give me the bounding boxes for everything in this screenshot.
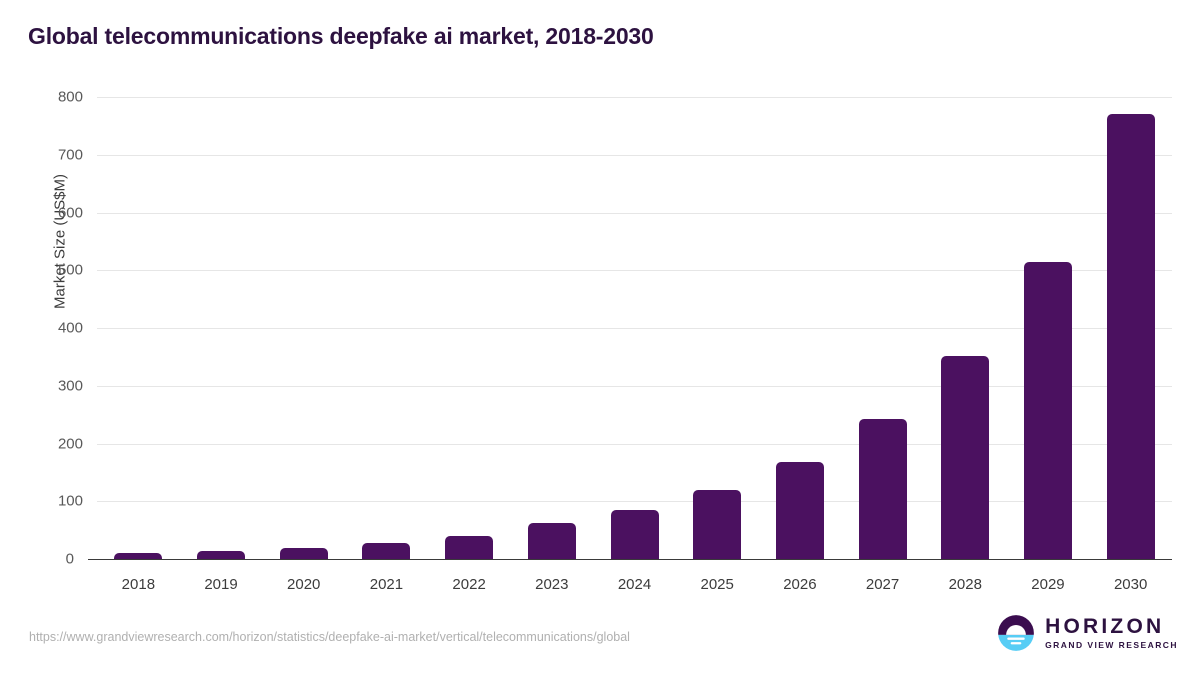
bar[interactable]	[1106, 114, 1155, 559]
logo-wordmark: HORIZON	[1045, 615, 1165, 639]
x-axis-tick-label: 2028	[948, 576, 982, 593]
bar-group	[97, 97, 1172, 559]
gridline: 800	[58, 89, 1172, 106]
x-axis-tick-label: 2026	[783, 576, 817, 593]
y-axis-tick-label: 100	[57, 492, 83, 510]
y-axis-tick-label: 800	[57, 88, 83, 106]
x-axis-tick-label: 2018	[121, 576, 156, 593]
y-axis-tick-label: 300	[57, 377, 83, 395]
x-axis-tick-label: 2024	[617, 576, 652, 593]
horizon-logo-text: HORIZON GRAND VIEW RESEARCH	[1045, 616, 1178, 650]
x-axis-tick-label: 2023	[535, 576, 569, 593]
x-axis-tick-label: 2030	[1113, 576, 1148, 593]
gridline: 200	[58, 435, 1172, 452]
bar[interactable]	[610, 509, 659, 559]
horizon-logo-icon	[998, 615, 1034, 651]
x-axis-tick-label: 2025	[700, 576, 734, 593]
bar[interactable]	[362, 542, 411, 559]
y-axis-title: Market Size (US$M)	[51, 173, 69, 310]
bar[interactable]	[197, 550, 246, 559]
gridline: 700	[58, 146, 1172, 163]
gridline: 600	[58, 204, 1172, 221]
x-axis-tick-label: 2027	[865, 576, 900, 593]
bar[interactable]	[445, 535, 494, 559]
gridline: 100	[58, 493, 1172, 510]
bar[interactable]	[114, 552, 163, 559]
page-title: Global telecommunications deepfake ai ma…	[28, 23, 654, 49]
bar[interactable]	[279, 548, 328, 559]
bar[interactable]	[527, 523, 576, 559]
source-url[interactable]: https://www.grandviewresearch.com/horizo…	[29, 630, 630, 644]
y-axis-tick-label: 200	[57, 435, 83, 452]
bar[interactable]	[693, 490, 742, 559]
bar[interactable]	[941, 355, 990, 559]
bar[interactable]	[1023, 261, 1072, 559]
gridline: 300	[58, 377, 1172, 394]
x-axis-baseline: 0	[66, 551, 1172, 568]
x-axis-tick-label: 2020	[287, 576, 321, 593]
chart-axes: 0 100 200 300 400 500 600 700 800 2018 2019 2020 20…	[58, 89, 1172, 593]
gridline: 500	[58, 262, 1172, 279]
x-axis-tick-label: 2021	[369, 576, 404, 593]
y-axis-tick-label: 500	[57, 261, 83, 279]
y-axis-tick-label: 400	[57, 319, 83, 337]
horizon-logo: HORIZON GRAND VIEW RESEARCH	[997, 614, 1178, 652]
bar[interactable]	[775, 461, 824, 559]
y-axis-tick-label: 600	[57, 204, 83, 221]
gridline: 400	[58, 320, 1172, 337]
y-axis-tick-label: 700	[57, 146, 83, 164]
bar[interactable]	[858, 418, 907, 559]
x-axis-tick-label: 2022	[452, 576, 486, 593]
x-axis-tick-label: 2019	[204, 576, 238, 593]
logo-tagline: GRAND VIEW RESEARCH	[1045, 640, 1178, 651]
y-axis-tick-label: 0	[65, 550, 74, 568]
x-axis-tick-label: 2029	[1031, 576, 1065, 593]
